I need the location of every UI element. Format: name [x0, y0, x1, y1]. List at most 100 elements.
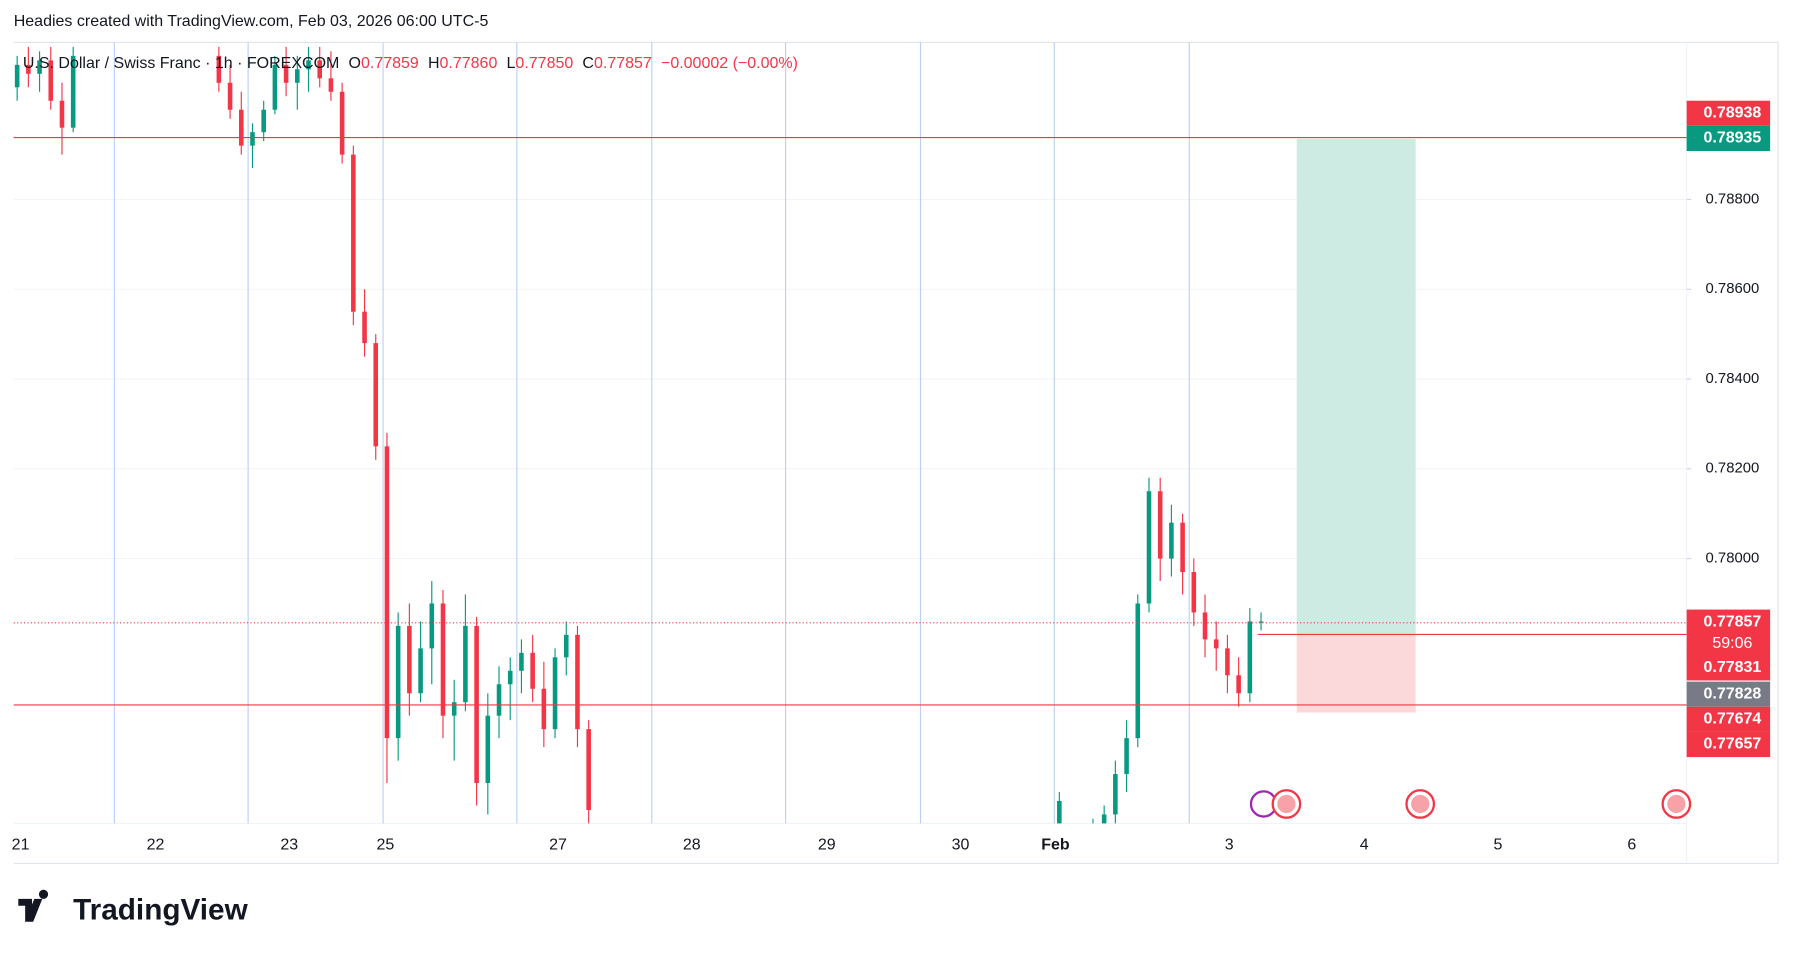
- x-tick-label: 22: [147, 836, 165, 853]
- candle-body: [1113, 774, 1118, 815]
- candle-body: [261, 109, 266, 133]
- price-label: [1686, 609, 1771, 657]
- y-tick-label: 0.78800: [1706, 191, 1760, 207]
- price-label-text: 0.78938: [1703, 105, 1761, 122]
- price-label: [1686, 731, 1771, 758]
- ohlc-name: C: [582, 55, 594, 72]
- candle-body: [272, 64, 278, 110]
- x-tick-label: 25: [376, 836, 394, 853]
- price-label: [1686, 655, 1771, 681]
- candle-body: [485, 715, 491, 784]
- candle-body: [328, 78, 334, 92]
- candle-body: [37, 60, 42, 74]
- price-label-text: 0.78935: [1703, 130, 1761, 147]
- ohlc-value: 0.77850: [515, 55, 573, 72]
- x-tick-label: 29: [818, 836, 836, 853]
- candle-body: [216, 55, 222, 83]
- candle-body: [295, 69, 300, 83]
- candle-body: [238, 109, 244, 146]
- event-icon: [1667, 794, 1686, 814]
- candle-body: [541, 688, 547, 730]
- price-label-text: 0.77828: [1703, 685, 1761, 702]
- candle-body: [373, 343, 379, 447]
- price-label-text: 0.77857: [1703, 613, 1761, 630]
- candle-body: [384, 446, 390, 739]
- candle-body: [586, 729, 591, 810]
- candle-body: [1135, 603, 1141, 739]
- candle-body: [1169, 522, 1174, 559]
- candle-body: [563, 634, 569, 658]
- candle-body: [1236, 675, 1241, 694]
- event-icon: [1277, 794, 1296, 814]
- candle-body: [496, 684, 502, 716]
- logo-mark: [18, 889, 49, 922]
- y-tick-label: 0.78000: [1706, 551, 1760, 567]
- candle-body: [1202, 612, 1208, 640]
- candle-body: [1247, 621, 1253, 694]
- legend: U.S. Dollar / Swiss Franc · 1h · FOREXCO…: [23, 55, 798, 72]
- event-icon: [1411, 794, 1430, 814]
- x-tick-label: 28: [683, 836, 701, 853]
- candle-body: [395, 625, 401, 739]
- candle-body: [507, 670, 513, 685]
- candle-body: [1101, 814, 1107, 824]
- candle-body: [283, 64, 289, 83]
- x-tick-label: 21: [12, 836, 30, 853]
- candle-body: [530, 652, 535, 689]
- price-label: [1686, 100, 1771, 126]
- candle-body: [1157, 491, 1163, 559]
- candle-body: [227, 82, 233, 110]
- price-label-text: 0.77674: [1703, 711, 1761, 728]
- candle-body: [339, 91, 345, 155]
- candle-body: [575, 634, 580, 730]
- price-label-text: 0.77657: [1703, 736, 1761, 753]
- event-icons: [1249, 789, 1692, 819]
- candle-body: [1146, 491, 1152, 604]
- x-tick-label: 30: [952, 836, 970, 853]
- x-tick-label: 27: [549, 836, 567, 853]
- candle-body: [418, 648, 423, 694]
- price-label-text: 0.77831: [1703, 659, 1761, 676]
- ohlc-value: 0.77860: [440, 55, 498, 72]
- candle-body: [317, 60, 323, 79]
- position-loss: [1296, 634, 1416, 713]
- y-tick-label: 0.78600: [1706, 281, 1760, 297]
- y-tick-label: 0.78200: [1706, 461, 1760, 477]
- candle-body: [1057, 800, 1062, 824]
- countdown: 59:06: [1712, 635, 1752, 652]
- price-label: [1686, 681, 1771, 707]
- ohlc-value: 0.77857: [594, 55, 652, 72]
- x-tick-label: 23: [280, 836, 298, 853]
- ohlc-value: 0.77859: [361, 55, 419, 72]
- x-tick-label: Feb: [1041, 836, 1070, 853]
- y-tick-label: 0.78400: [1706, 371, 1760, 387]
- candle-body: [351, 154, 356, 312]
- candle-body: [407, 625, 412, 694]
- candle-body: [440, 603, 446, 716]
- candle-body: [59, 100, 65, 128]
- candle-body: [1213, 639, 1219, 649]
- price-label: [1686, 125, 1771, 152]
- ohlc-name: O: [349, 55, 361, 72]
- logo-text: TradingView: [73, 893, 248, 926]
- candle-body: [48, 60, 54, 101]
- change: −0.00002 (−0.00%): [661, 55, 798, 72]
- candle-body: [362, 311, 367, 344]
- price-label: [1686, 706, 1771, 732]
- x-tick-label: 5: [1494, 836, 1503, 853]
- candle-body: [451, 702, 457, 716]
- candle-body: [1124, 738, 1129, 775]
- candle-body: [1258, 621, 1264, 623]
- ohlc-name: H: [428, 55, 440, 72]
- candle-body: [306, 60, 311, 70]
- symbol: U.S. Dollar / Swiss Franc · 1h · FOREXCO…: [23, 55, 340, 72]
- candle-body: [250, 132, 255, 146]
- candle-body: [26, 64, 31, 74]
- ohlc-name: L: [507, 55, 516, 72]
- candle-body: [429, 603, 435, 649]
- candle-body: [463, 625, 468, 703]
- candle-body: [552, 657, 558, 730]
